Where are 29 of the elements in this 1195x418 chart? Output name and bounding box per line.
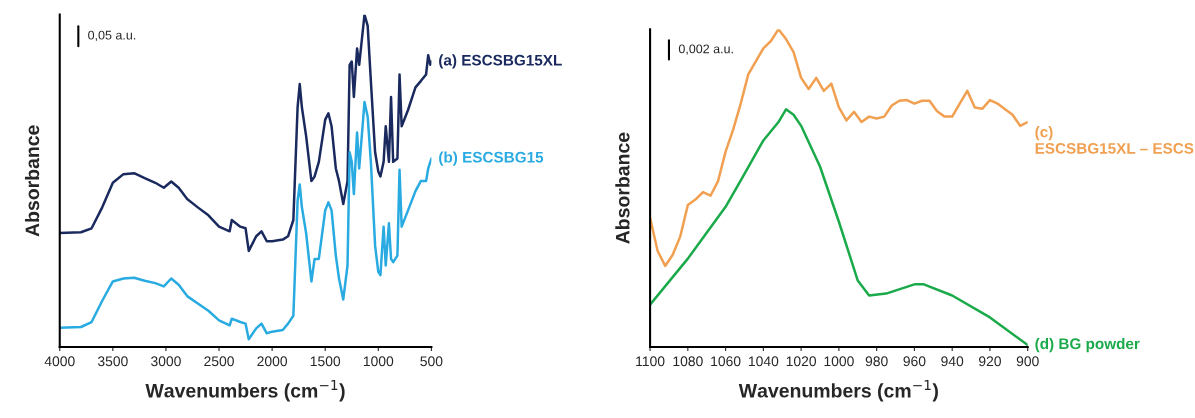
- x-axis-title: Wavenumbers (cm$^{−1}$): [145, 380, 345, 402]
- x-tick-label: 960: [903, 356, 926, 367]
- series-label: (c) ESCSBG15XL – ESCS: [1035, 126, 1194, 154]
- x-tick-label: 2000: [257, 356, 288, 367]
- x-tick-label: 940: [941, 356, 964, 367]
- x-tick-label: 3000: [151, 356, 181, 367]
- series-label: (d) BG powder: [1035, 337, 1140, 353]
- x-tick-label: 2500: [204, 356, 234, 367]
- x-tick-label: 1040: [748, 356, 779, 367]
- x-axis-title: Wavenumbers (cm$^{−1}$): [738, 380, 938, 402]
- series-label: (a) ESCSBG15XL: [439, 54, 562, 69]
- x-tick-label: 3500: [97, 356, 128, 367]
- x-tick-label: 1000: [824, 356, 854, 367]
- x-tick-label: 900: [1016, 356, 1039, 367]
- x-tick-label: 4000: [44, 356, 75, 367]
- x-tick-label: 980: [865, 356, 888, 367]
- x-tick-label: 1000: [363, 356, 394, 367]
- annotation: 0,05 a.u.: [88, 30, 136, 42]
- x-tick-label: 500: [420, 356, 443, 367]
- x-tick-label: 1080: [673, 356, 703, 367]
- x-tick-label: 920: [979, 356, 1001, 367]
- x-tick-label: 1060: [711, 356, 741, 367]
- annotation: 0,002 a.u.: [678, 44, 733, 55]
- series-label: (b) ESCSBG15: [439, 151, 544, 166]
- x-tick-label: 1020: [786, 356, 817, 367]
- x-tick-label: 1100: [636, 356, 665, 367]
- y-axis-title: Absorbance: [615, 132, 630, 244]
- y-axis-title: Absorbance: [24, 125, 40, 237]
- x-tick-label: 1500: [310, 356, 341, 367]
